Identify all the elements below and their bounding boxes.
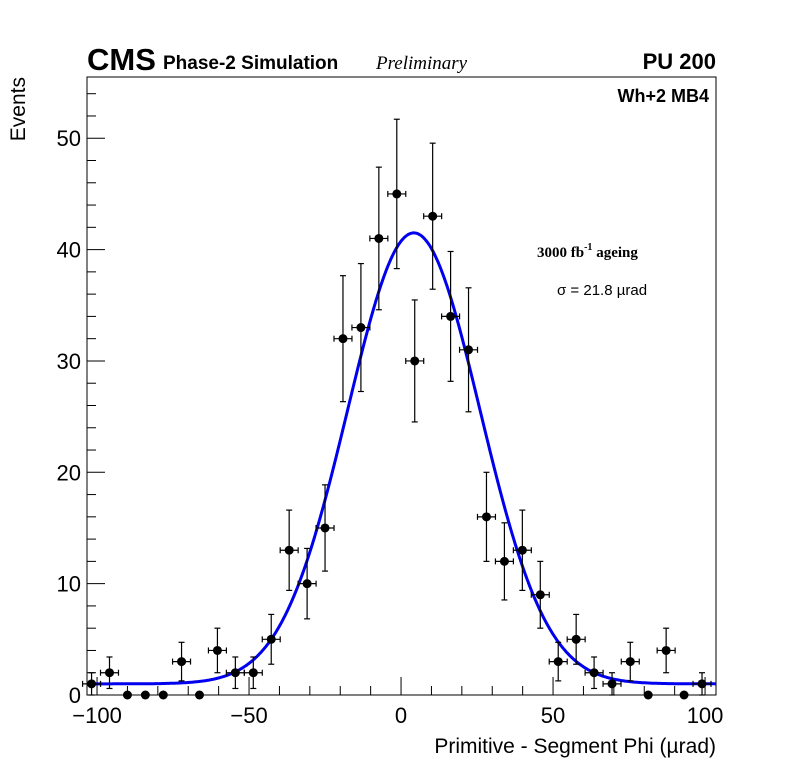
data-marker xyxy=(571,634,581,644)
data-point xyxy=(458,287,479,413)
sigma-label: σ = 21.8 µrad xyxy=(557,282,647,299)
data-point xyxy=(423,142,443,290)
data-marker xyxy=(446,311,456,321)
data-marker xyxy=(320,523,330,533)
data-point xyxy=(122,690,132,700)
data-marker xyxy=(374,233,384,243)
pileup-label: PU 200 xyxy=(643,49,716,74)
data-marker xyxy=(140,690,150,700)
data-point xyxy=(297,547,317,620)
data-point xyxy=(620,641,640,682)
data-point xyxy=(261,613,281,665)
data-point xyxy=(140,690,150,700)
plot-frame xyxy=(86,76,717,696)
data-point xyxy=(548,641,568,682)
data-marker xyxy=(104,668,114,678)
data-point xyxy=(171,641,192,682)
data-marker xyxy=(212,645,222,655)
data-marker xyxy=(338,334,348,344)
y-axis-label: Events xyxy=(7,77,30,141)
data-marker xyxy=(158,690,168,700)
data-point xyxy=(476,471,497,562)
data-points-group xyxy=(81,118,712,700)
data-point xyxy=(584,656,604,690)
x-tick-label: −100 xyxy=(72,703,122,728)
data-point xyxy=(99,656,120,690)
phase2-subtitle: Phase-2 Simulation xyxy=(163,53,338,74)
x-tick-label: 100 xyxy=(687,703,724,728)
data-point xyxy=(692,672,712,696)
data-point xyxy=(279,509,299,591)
data-point xyxy=(315,484,335,572)
data-marker xyxy=(535,590,545,600)
data-marker xyxy=(122,690,132,700)
data-point xyxy=(679,690,689,700)
data-marker xyxy=(87,679,97,689)
y-tick-label: 40 xyxy=(57,238,81,263)
data-marker xyxy=(410,356,420,366)
data-marker xyxy=(553,657,563,667)
data-marker xyxy=(194,690,204,700)
data-marker xyxy=(392,189,402,199)
chamber-label: Wh+2 MB4 xyxy=(617,86,709,106)
data-point xyxy=(207,627,228,674)
y-tick-label: 30 xyxy=(57,349,81,374)
data-marker xyxy=(248,668,258,678)
y-tick-label: 10 xyxy=(57,572,81,597)
data-point xyxy=(369,166,389,311)
data-point xyxy=(643,690,653,700)
data-marker xyxy=(356,323,366,333)
data-marker xyxy=(499,556,509,566)
data-point xyxy=(351,262,371,393)
data-marker xyxy=(661,645,671,655)
data-marker xyxy=(428,211,438,221)
data-marker xyxy=(679,690,689,700)
x-tick-label: 50 xyxy=(541,703,565,728)
x-axis-label: Primitive - Segment Phi (µrad) xyxy=(434,735,716,758)
data-point xyxy=(158,690,168,700)
y-tick-label: 50 xyxy=(57,126,81,151)
data-marker xyxy=(481,512,491,522)
data-marker xyxy=(625,657,635,667)
preliminary-label: Preliminary xyxy=(375,53,468,74)
axes: −100 −50 0 50 100 0 10 20 30 40 50 xyxy=(57,93,724,728)
data-marker xyxy=(266,634,276,644)
data-point xyxy=(566,613,586,665)
data-marker xyxy=(697,679,707,689)
cms-label: CMS xyxy=(87,42,156,77)
data-marker xyxy=(607,679,617,689)
data-marker xyxy=(302,579,312,589)
data-point xyxy=(81,672,102,696)
data-point xyxy=(530,560,550,629)
data-point xyxy=(387,118,407,270)
lumi-label: 3000 fb-1 ageing xyxy=(537,242,638,261)
x-tick-label: −50 xyxy=(230,703,267,728)
data-point xyxy=(494,522,514,601)
data-marker xyxy=(284,545,294,555)
data-point xyxy=(243,656,263,690)
fit-curve-group xyxy=(87,231,716,686)
data-marker xyxy=(177,657,187,667)
y-tick-label: 20 xyxy=(57,460,81,485)
x-tick-label: 0 xyxy=(395,703,407,728)
data-point xyxy=(225,656,245,690)
data-marker xyxy=(517,545,527,555)
y-tick-label: 0 xyxy=(69,683,81,708)
data-point xyxy=(441,250,461,382)
data-marker xyxy=(464,345,474,355)
gaussian-fit-curve xyxy=(87,231,716,686)
data-point xyxy=(333,275,353,403)
lumi-suffix: ageing xyxy=(592,245,638,261)
data-point xyxy=(602,672,622,696)
data-marker xyxy=(643,690,653,700)
lumi-main: 3000 fb xyxy=(537,245,584,261)
data-point xyxy=(512,509,532,591)
data-point xyxy=(405,299,425,423)
data-point xyxy=(194,690,204,700)
data-marker xyxy=(230,668,240,678)
data-point xyxy=(656,627,676,674)
data-marker xyxy=(589,668,599,678)
lumi-exponent: -1 xyxy=(584,242,592,253)
